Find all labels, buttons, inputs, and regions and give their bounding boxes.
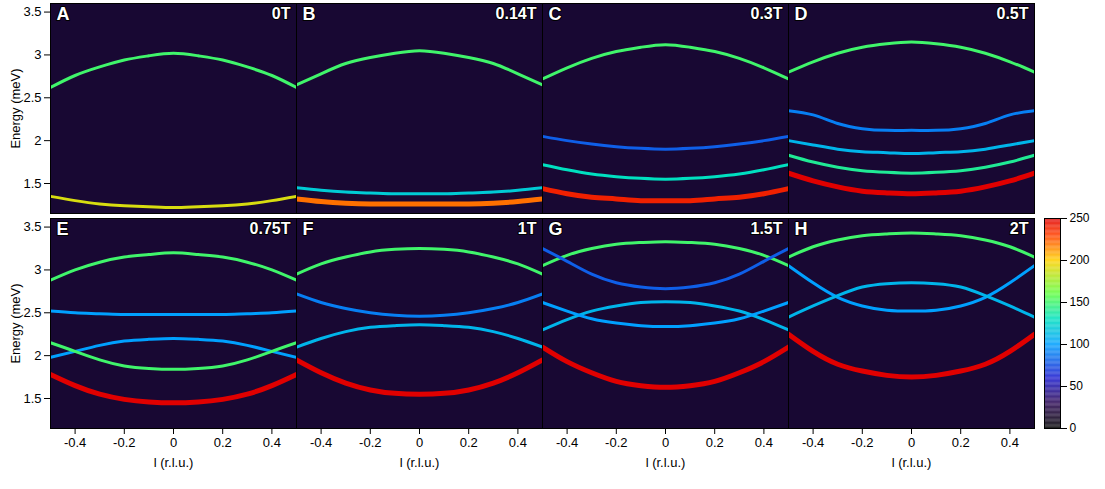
svg-text:2.5: 2.5 [23, 305, 41, 320]
svg-text:200: 200 [1070, 253, 1090, 267]
svg-text:2T: 2T [1010, 220, 1029, 237]
svg-text:-0.4: -0.4 [64, 435, 86, 450]
svg-text:1.5T: 1.5T [750, 220, 782, 237]
svg-text:3: 3 [34, 262, 41, 277]
svg-text:0.14T: 0.14T [496, 5, 537, 22]
svg-text:1T: 1T [518, 220, 537, 237]
svg-text:0: 0 [1070, 421, 1077, 435]
svg-text:-0.2: -0.2 [851, 435, 873, 450]
svg-text:-0.2: -0.2 [359, 435, 381, 450]
svg-text:0.4: 0.4 [509, 435, 527, 450]
svg-text:1.5: 1.5 [23, 176, 41, 191]
svg-text:0.3T: 0.3T [750, 5, 782, 22]
svg-text:0.4: 0.4 [755, 435, 773, 450]
svg-text:Energy (meV): Energy (meV) [8, 68, 23, 148]
svg-text:l (r.l.u.): l (r.l.u.) [400, 455, 440, 470]
svg-text:0: 0 [170, 435, 177, 450]
svg-text:l (r.l.u.): l (r.l.u.) [154, 455, 194, 470]
svg-text:0.2: 0.2 [214, 435, 232, 450]
svg-text:l (r.l.u.): l (r.l.u.) [646, 455, 686, 470]
svg-text:0: 0 [662, 435, 669, 450]
svg-text:0T: 0T [272, 5, 291, 22]
svg-text:A: A [57, 4, 70, 24]
svg-text:E: E [57, 219, 69, 239]
svg-text:50: 50 [1070, 379, 1084, 393]
svg-text:C: C [549, 4, 562, 24]
svg-text:-0.2: -0.2 [113, 435, 135, 450]
svg-text:0: 0 [908, 435, 915, 450]
svg-text:0.2: 0.2 [706, 435, 724, 450]
svg-text:150: 150 [1070, 295, 1090, 309]
svg-text:0.2: 0.2 [460, 435, 478, 450]
svg-text:2: 2 [34, 348, 41, 363]
svg-text:-0.4: -0.4 [310, 435, 332, 450]
svg-text:0.75T: 0.75T [250, 220, 291, 237]
svg-text:100: 100 [1070, 337, 1090, 351]
svg-text:3.5: 3.5 [23, 4, 41, 19]
svg-text:B: B [303, 4, 316, 24]
svg-text:0: 0 [416, 435, 423, 450]
svg-text:0.2: 0.2 [952, 435, 970, 450]
svg-text:-0.2: -0.2 [605, 435, 627, 450]
svg-text:2: 2 [34, 133, 41, 148]
svg-text:-0.4: -0.4 [556, 435, 578, 450]
svg-text:D: D [795, 4, 808, 24]
svg-text:-0.4: -0.4 [802, 435, 824, 450]
svg-text:0.4: 0.4 [1001, 435, 1019, 450]
svg-text:l (r.l.u.): l (r.l.u.) [892, 455, 932, 470]
svg-text:G: G [549, 219, 563, 239]
svg-text:3.5: 3.5 [23, 219, 41, 234]
svg-text:0.5T: 0.5T [996, 5, 1028, 22]
svg-text:0.4: 0.4 [263, 435, 281, 450]
svg-text:2.5: 2.5 [23, 90, 41, 105]
svg-text:3: 3 [34, 47, 41, 62]
svg-text:250: 250 [1070, 211, 1090, 225]
svg-text:Energy (meV): Energy (meV) [8, 283, 23, 363]
svg-text:F: F [303, 219, 314, 239]
svg-text:1.5: 1.5 [23, 391, 41, 406]
svg-text:H: H [795, 219, 808, 239]
